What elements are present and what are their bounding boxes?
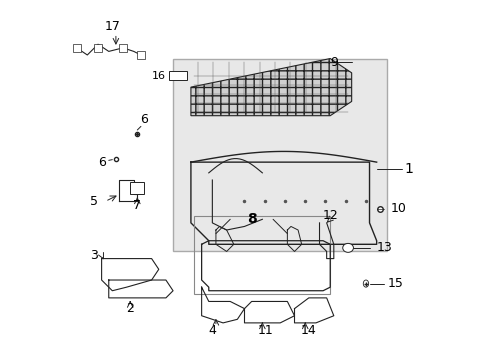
Ellipse shape [363,280,368,287]
Text: 9: 9 [329,55,337,69]
Text: 1: 1 [404,162,412,176]
Text: 14: 14 [300,324,316,337]
Text: 2: 2 [126,302,134,315]
Bar [119,44,127,52]
Text: 7: 7 [133,198,141,212]
Text: 6: 6 [98,156,105,168]
Text: 8: 8 [246,212,256,226]
Polygon shape [190,59,351,116]
Bar [169,71,187,80]
Text: 11: 11 [258,324,273,337]
Bar [137,51,145,59]
Text: 15: 15 [386,277,403,290]
Text: 13: 13 [376,241,391,255]
Text: 10: 10 [390,202,406,215]
Text: 4: 4 [208,324,216,337]
Ellipse shape [342,243,353,252]
Text: 16: 16 [152,71,165,81]
Text: 3: 3 [90,248,98,261]
Bar [94,44,102,52]
Bar [194,216,329,294]
FancyBboxPatch shape [173,59,386,251]
Bar [73,44,81,52]
Text: 5: 5 [90,195,98,208]
Bar [130,182,144,194]
Text: 6: 6 [140,113,148,126]
Text: 12: 12 [322,209,337,222]
Text: 17: 17 [104,20,120,33]
